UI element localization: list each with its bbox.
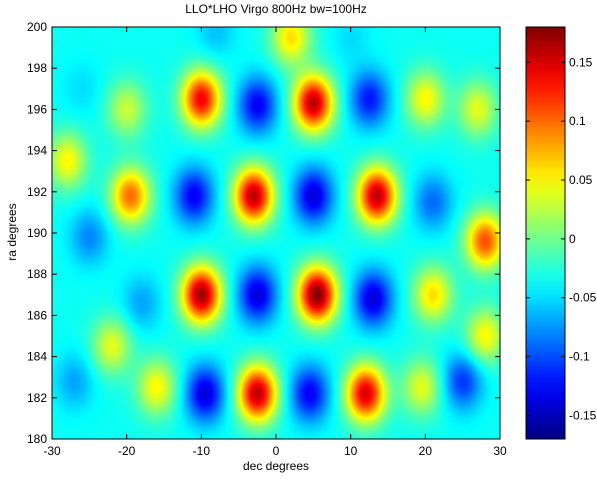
- colorbar-gradient: [526, 27, 565, 439]
- y-tick-label: 188: [27, 267, 47, 281]
- colorbar-tick-label: 0.1: [569, 114, 586, 128]
- y-tick-label: 194: [27, 144, 47, 158]
- y-tick-label: 200: [27, 20, 47, 34]
- y-tick-label: 186: [27, 308, 47, 322]
- x-tick-label: -20: [118, 444, 136, 458]
- x-tick-label: 20: [419, 444, 433, 458]
- y-tick-label: 182: [27, 391, 47, 405]
- x-axis-label: dec degrees: [242, 459, 310, 473]
- colorbar-tick-label: 0.05: [569, 173, 593, 187]
- heatmap-image: [52, 27, 500, 439]
- x-tick-label: 10: [344, 444, 358, 458]
- colorbar-tick-label: -0.1: [569, 350, 590, 364]
- colorbar-tick-label: -0.05: [569, 291, 597, 305]
- y-tick-label: 190: [27, 226, 47, 240]
- y-tick-label: 180: [27, 432, 47, 446]
- chart-title: LLO*LHO Virgo 800Hz bw=100Hz: [185, 2, 367, 16]
- colorbar-tick-label: -0.15: [569, 408, 597, 422]
- x-tick-label: -10: [193, 444, 211, 458]
- y-tick-label: 196: [27, 102, 47, 116]
- colorbar-frame: [525, 26, 566, 440]
- colorbar-tick-label: 0.15: [569, 55, 593, 69]
- y-tick-label: 184: [27, 350, 47, 364]
- x-tick-label: -30: [43, 444, 61, 458]
- colorbar-tick-label: 0: [569, 232, 576, 246]
- y-axis-label: ra degrees: [5, 203, 19, 261]
- y-tick-label: 192: [27, 185, 47, 199]
- x-tick-label: 30: [493, 444, 507, 458]
- y-tick-label: 198: [27, 61, 47, 75]
- x-tick-label: 0: [273, 444, 280, 458]
